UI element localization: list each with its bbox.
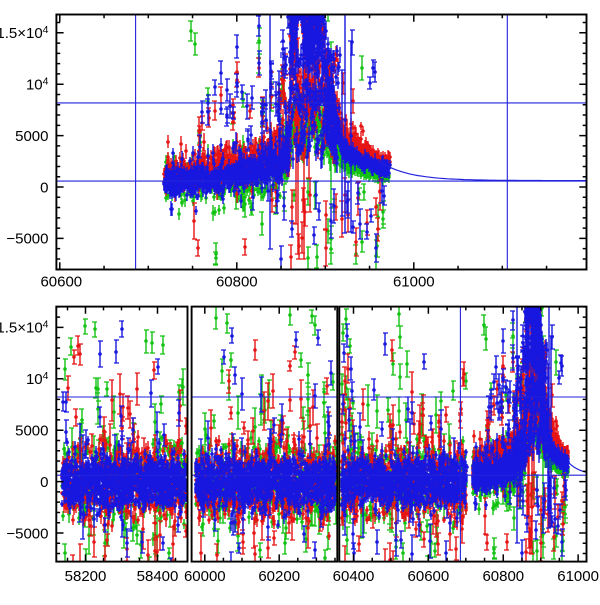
svg-text:60000: 60000 (184, 568, 226, 585)
svg-text:1.5×104: 1.5×104 (0, 24, 49, 42)
svg-text:5000: 5000 (15, 423, 48, 440)
svg-text:61000: 61000 (393, 274, 435, 291)
svg-text:0: 0 (40, 179, 48, 196)
svg-text:−5000: −5000 (6, 231, 48, 248)
svg-text:60800: 60800 (216, 274, 258, 291)
svg-text:0: 0 (40, 474, 48, 491)
svg-text:1.5×104: 1.5×104 (0, 319, 49, 337)
svg-text:60600: 60600 (40, 274, 82, 291)
svg-text:60400: 60400 (333, 568, 375, 585)
svg-text:60800: 60800 (482, 568, 524, 585)
svg-text:60600: 60600 (408, 568, 450, 585)
svg-text:5000: 5000 (15, 128, 48, 145)
svg-text:60200: 60200 (258, 568, 300, 585)
svg-text:61000: 61000 (557, 568, 599, 585)
svg-text:−5000: −5000 (6, 525, 48, 542)
svg-text:58400: 58400 (137, 568, 179, 585)
svg-text:58200: 58200 (65, 568, 107, 585)
